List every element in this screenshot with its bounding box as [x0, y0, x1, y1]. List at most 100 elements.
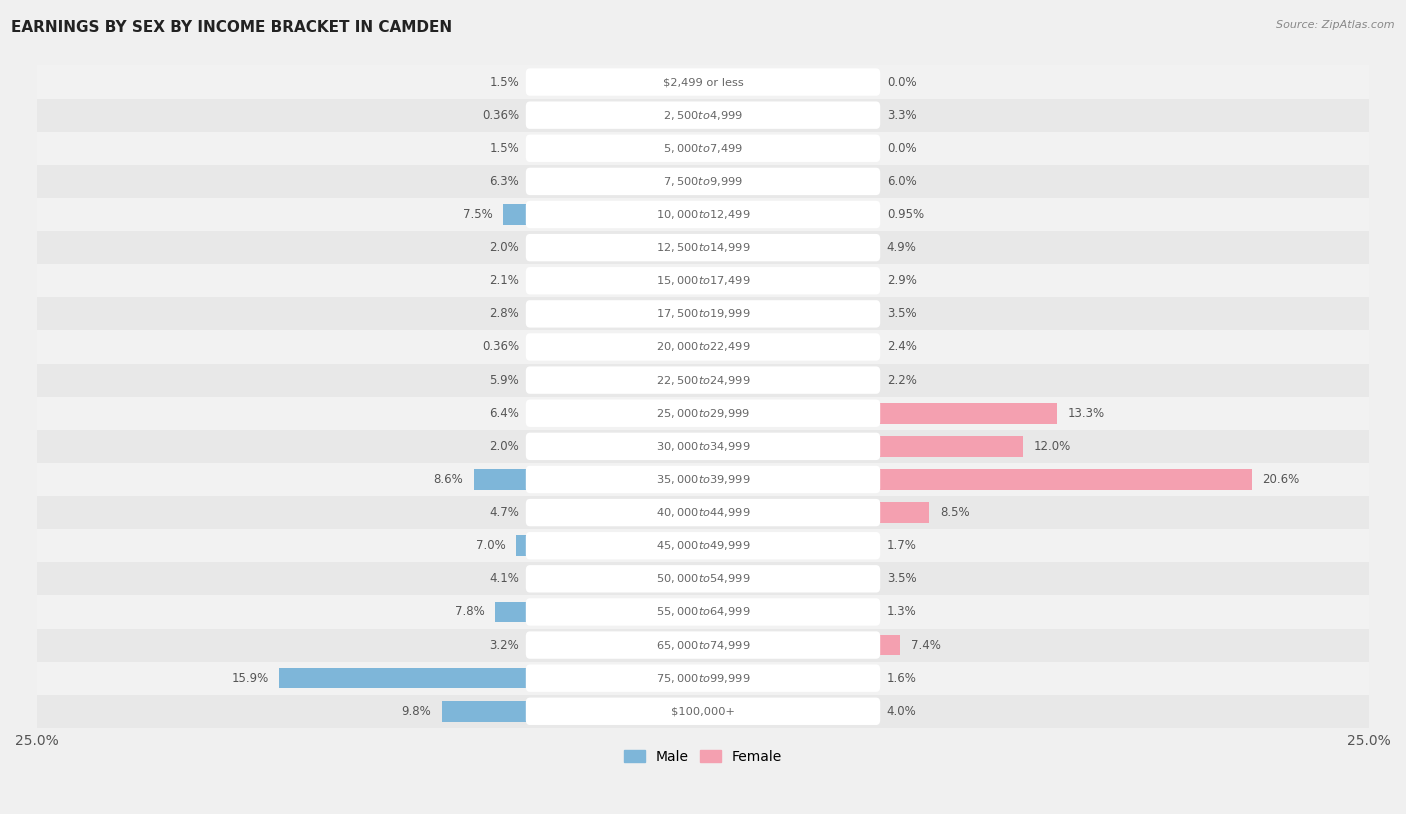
Bar — [617, 635, 703, 655]
Bar — [37, 65, 1369, 98]
Bar — [703, 304, 796, 324]
Text: 0.0%: 0.0% — [887, 142, 917, 155]
Text: $10,000 to $12,499: $10,000 to $12,499 — [655, 208, 751, 221]
Text: 12.0%: 12.0% — [1033, 440, 1070, 453]
Legend: Male, Female: Male, Female — [619, 744, 787, 769]
Bar — [441, 701, 703, 721]
Bar — [703, 668, 745, 689]
Bar — [703, 568, 796, 589]
Bar — [37, 165, 1369, 198]
Text: 1.5%: 1.5% — [489, 142, 519, 155]
Bar — [37, 198, 1369, 231]
Text: 2.1%: 2.1% — [489, 274, 519, 287]
Text: $100,000+: $100,000+ — [671, 707, 735, 716]
Text: 1.7%: 1.7% — [887, 539, 917, 552]
Text: 2.2%: 2.2% — [887, 374, 917, 387]
Bar — [37, 463, 1369, 496]
Text: 1.3%: 1.3% — [887, 606, 917, 619]
Bar — [703, 337, 766, 357]
Bar — [516, 536, 703, 556]
Bar — [703, 602, 738, 622]
Bar — [37, 98, 1369, 132]
Text: 2.9%: 2.9% — [887, 274, 917, 287]
Text: 6.0%: 6.0% — [887, 175, 917, 188]
FancyBboxPatch shape — [526, 532, 880, 559]
FancyBboxPatch shape — [526, 698, 880, 725]
Bar — [37, 694, 1369, 728]
Text: 7.4%: 7.4% — [911, 638, 941, 651]
Text: $17,500 to $19,999: $17,500 to $19,999 — [655, 308, 751, 321]
FancyBboxPatch shape — [526, 565, 880, 593]
Text: 0.36%: 0.36% — [482, 340, 519, 353]
Bar — [37, 297, 1369, 330]
Text: $7,500 to $9,999: $7,500 to $9,999 — [664, 175, 742, 188]
FancyBboxPatch shape — [526, 333, 880, 361]
Bar — [664, 72, 703, 92]
Bar — [593, 568, 703, 589]
Text: 2.0%: 2.0% — [489, 241, 519, 254]
Text: $2,499 or less: $2,499 or less — [662, 77, 744, 87]
Text: 1.6%: 1.6% — [887, 672, 917, 685]
FancyBboxPatch shape — [526, 102, 880, 129]
FancyBboxPatch shape — [526, 134, 880, 162]
Bar — [650, 436, 703, 457]
Text: 20.6%: 20.6% — [1263, 473, 1299, 486]
Text: $35,000 to $39,999: $35,000 to $39,999 — [655, 473, 751, 486]
Bar — [693, 105, 703, 125]
FancyBboxPatch shape — [526, 201, 880, 228]
Text: $15,000 to $17,499: $15,000 to $17,499 — [655, 274, 751, 287]
Text: 6.4%: 6.4% — [489, 407, 519, 420]
Bar — [703, 536, 748, 556]
FancyBboxPatch shape — [526, 466, 880, 493]
Text: 4.7%: 4.7% — [489, 506, 519, 519]
Bar — [37, 628, 1369, 662]
Bar — [703, 502, 929, 523]
Text: 7.8%: 7.8% — [454, 606, 485, 619]
Text: 4.0%: 4.0% — [887, 705, 917, 718]
Text: 9.8%: 9.8% — [402, 705, 432, 718]
Text: 3.3%: 3.3% — [887, 109, 917, 121]
Text: 13.3%: 13.3% — [1069, 407, 1105, 420]
Bar — [37, 662, 1369, 694]
Text: 1.5%: 1.5% — [489, 76, 519, 89]
Text: $20,000 to $22,499: $20,000 to $22,499 — [655, 340, 751, 353]
Bar — [474, 469, 703, 490]
Text: 8.5%: 8.5% — [941, 506, 970, 519]
FancyBboxPatch shape — [526, 267, 880, 295]
Text: EARNINGS BY SEX BY INCOME BRACKET IN CAMDEN: EARNINGS BY SEX BY INCOME BRACKET IN CAM… — [11, 20, 453, 35]
Bar — [703, 370, 762, 391]
Bar — [703, 436, 1022, 457]
Bar — [578, 502, 703, 523]
FancyBboxPatch shape — [526, 168, 880, 195]
Text: 0.0%: 0.0% — [887, 76, 917, 89]
Text: 3.5%: 3.5% — [887, 572, 917, 585]
FancyBboxPatch shape — [526, 68, 880, 96]
Text: $75,000 to $99,999: $75,000 to $99,999 — [655, 672, 751, 685]
FancyBboxPatch shape — [526, 632, 880, 659]
Text: $50,000 to $54,999: $50,000 to $54,999 — [655, 572, 751, 585]
Bar — [628, 304, 703, 324]
Text: 2.4%: 2.4% — [887, 340, 917, 353]
Text: 2.0%: 2.0% — [489, 440, 519, 453]
Text: 7.5%: 7.5% — [463, 208, 492, 221]
FancyBboxPatch shape — [526, 366, 880, 394]
Bar — [546, 370, 703, 391]
Bar — [37, 265, 1369, 297]
Text: $55,000 to $64,999: $55,000 to $64,999 — [655, 606, 751, 619]
FancyBboxPatch shape — [526, 598, 880, 626]
Text: $12,500 to $14,999: $12,500 to $14,999 — [655, 241, 751, 254]
Text: $5,000 to $7,499: $5,000 to $7,499 — [664, 142, 742, 155]
Text: 4.1%: 4.1% — [489, 572, 519, 585]
FancyBboxPatch shape — [526, 234, 880, 261]
Bar — [693, 337, 703, 357]
Text: 0.95%: 0.95% — [887, 208, 924, 221]
Text: $40,000 to $44,999: $40,000 to $44,999 — [655, 506, 751, 519]
Bar — [37, 562, 1369, 595]
Text: $65,000 to $74,999: $65,000 to $74,999 — [655, 638, 751, 651]
Bar — [37, 132, 1369, 165]
Bar — [533, 403, 703, 423]
Bar — [703, 469, 1251, 490]
Text: 2.8%: 2.8% — [489, 308, 519, 321]
FancyBboxPatch shape — [526, 499, 880, 527]
Bar — [495, 602, 703, 622]
